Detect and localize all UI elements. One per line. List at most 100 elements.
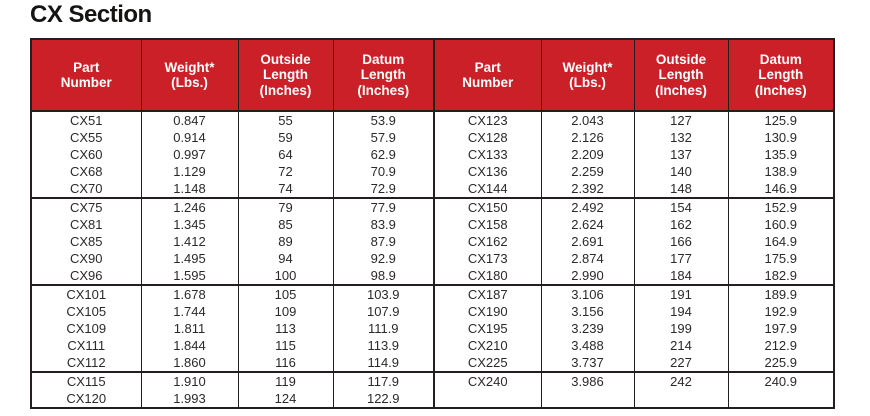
column-header: Datum Length (Inches) bbox=[727, 39, 835, 112]
table-cell: 72 bbox=[237, 163, 334, 180]
table-cell: CX75 bbox=[30, 197, 142, 216]
table-cell: 53.9 bbox=[332, 111, 435, 129]
table-cell: CX60 bbox=[30, 146, 142, 163]
table-cell: CX105 bbox=[30, 303, 142, 320]
table-cell: 182.9 bbox=[727, 267, 835, 285]
table-cell: 64 bbox=[237, 146, 334, 163]
table-cell: 2.492 bbox=[540, 197, 635, 216]
table-cell: 83.9 bbox=[332, 216, 435, 233]
table-cell: 77.9 bbox=[332, 197, 435, 216]
table-cell: 189.9 bbox=[727, 284, 835, 303]
table-cell: 197.9 bbox=[727, 320, 835, 337]
table-cell: 164.9 bbox=[727, 233, 835, 250]
table-cell: 177 bbox=[633, 250, 729, 267]
table-cell: 130.9 bbox=[727, 129, 835, 146]
table-cell: 199 bbox=[633, 320, 729, 337]
table-cell: 3.156 bbox=[540, 303, 635, 320]
table-cell: 242 bbox=[633, 371, 729, 390]
table-cell: 127 bbox=[633, 111, 729, 129]
table-cell: 100 bbox=[237, 267, 334, 285]
table-cell: 111.9 bbox=[332, 320, 435, 337]
table-cell: 85 bbox=[237, 216, 334, 233]
table-row: CX109 1.811 113 111.9 CX195 3.239 199 197.9 bbox=[30, 320, 835, 337]
table-cell: 3.737 bbox=[540, 354, 635, 372]
table-cell: 3.986 bbox=[540, 371, 635, 390]
table-cell: 122.9 bbox=[332, 390, 435, 408]
table-cell: 1.148 bbox=[140, 180, 239, 198]
table-cell: CX158 bbox=[433, 216, 542, 233]
table-cell: 166 bbox=[633, 233, 729, 250]
table-cell: CX96 bbox=[30, 267, 142, 285]
table-cell: 1.811 bbox=[140, 320, 239, 337]
table-cell: 114.9 bbox=[332, 354, 435, 372]
table-cell: 146.9 bbox=[727, 180, 835, 198]
table-cell: 184 bbox=[633, 267, 729, 285]
table-cell: 116 bbox=[237, 354, 334, 372]
column-header: Outside Length (Inches) bbox=[633, 39, 729, 112]
table-cell: 103.9 bbox=[332, 284, 435, 303]
table-cell: CX55 bbox=[30, 129, 142, 146]
table-cell: 2.874 bbox=[540, 250, 635, 267]
column-header: Weight* (Lbs.) bbox=[540, 39, 635, 112]
table-cell: 74 bbox=[237, 180, 334, 198]
table-cell: 138.9 bbox=[727, 163, 835, 180]
table-cell: CX112 bbox=[30, 354, 142, 372]
table-cell: 192.9 bbox=[727, 303, 835, 320]
table-cell: 212.9 bbox=[727, 337, 835, 354]
table-cell: 98.9 bbox=[332, 267, 435, 285]
table-cell: 119 bbox=[237, 371, 334, 390]
table-cell: 175.9 bbox=[727, 250, 835, 267]
table-row: CX55 0.914 59 57.9 CX128 2.126 132 130.9 bbox=[30, 129, 835, 146]
table-row: CX51 0.847 55 53.9 CX123 2.043 127 125.9 bbox=[30, 111, 835, 129]
table-cell: 132 bbox=[633, 129, 729, 146]
table-cell: CX240 bbox=[433, 371, 542, 390]
table-cell: CX136 bbox=[433, 163, 542, 180]
table-cell: 55 bbox=[237, 111, 334, 129]
table-cell: 79 bbox=[237, 197, 334, 216]
table-row: CX68 1.129 72 70.9 CX136 2.259 140 138.9 bbox=[30, 163, 835, 180]
table-cell: CX85 bbox=[30, 233, 142, 250]
column-header: Weight* (Lbs.) bbox=[140, 39, 239, 112]
table-cell: 105 bbox=[237, 284, 334, 303]
table-cell: 117.9 bbox=[332, 371, 435, 390]
table-cell: 135.9 bbox=[727, 146, 835, 163]
table-cell: CX195 bbox=[433, 320, 542, 337]
table-cell: 1.910 bbox=[140, 371, 239, 390]
table-cell: 1.412 bbox=[140, 233, 239, 250]
table-cell: 2.043 bbox=[540, 111, 635, 129]
table-cell: 59 bbox=[237, 129, 334, 146]
table-cell: 1.860 bbox=[140, 354, 239, 372]
table-cell: 1.129 bbox=[140, 163, 239, 180]
table-cell: 162 bbox=[633, 216, 729, 233]
column-header: Outside Length (Inches) bbox=[237, 39, 334, 112]
table-cell: CX133 bbox=[433, 146, 542, 163]
table-row: CX115 1.910 119 117.9 CX240 3.986 242 240.9 bbox=[30, 371, 835, 390]
table-cell: 2.691 bbox=[540, 233, 635, 250]
table-cell: 3.488 bbox=[540, 337, 635, 354]
table-row: CX120 1.993 124 122.9 bbox=[30, 390, 835, 408]
table-cell: 2.126 bbox=[540, 129, 635, 146]
table-cell: CX144 bbox=[433, 180, 542, 198]
table-cell: 227 bbox=[633, 354, 729, 372]
table-cell: 124 bbox=[237, 390, 334, 408]
header-row: Part Number Weight* (Lbs.) Outside Length (Inc… bbox=[30, 39, 835, 112]
table-cell bbox=[727, 390, 835, 408]
column-header: Part Number bbox=[433, 39, 542, 112]
table-cell: 1.595 bbox=[140, 267, 239, 285]
table-row: CX111 1.844 115 113.9 CX210 3.488 214 212.9 bbox=[30, 337, 835, 354]
table-cell: 1.495 bbox=[140, 250, 239, 267]
table-cell: 3.239 bbox=[540, 320, 635, 337]
table-cell: CX180 bbox=[433, 267, 542, 285]
table-cell: 140 bbox=[633, 163, 729, 180]
table-cell: 57.9 bbox=[332, 129, 435, 146]
table-cell: CX190 bbox=[433, 303, 542, 320]
table-cell: 2.392 bbox=[540, 180, 635, 198]
table-row: CX60 0.997 64 62.9 CX133 2.209 137 135.9 bbox=[30, 146, 835, 163]
table-cell: 1.678 bbox=[140, 284, 239, 303]
table-row: CX70 1.148 74 72.9 CX144 2.392 148 146.9 bbox=[30, 180, 835, 198]
table-cell: 137 bbox=[633, 146, 729, 163]
table-cell: 2.259 bbox=[540, 163, 635, 180]
table-cell: CX162 bbox=[433, 233, 542, 250]
table-cell: 1.993 bbox=[140, 390, 239, 408]
table-cell bbox=[540, 390, 635, 408]
